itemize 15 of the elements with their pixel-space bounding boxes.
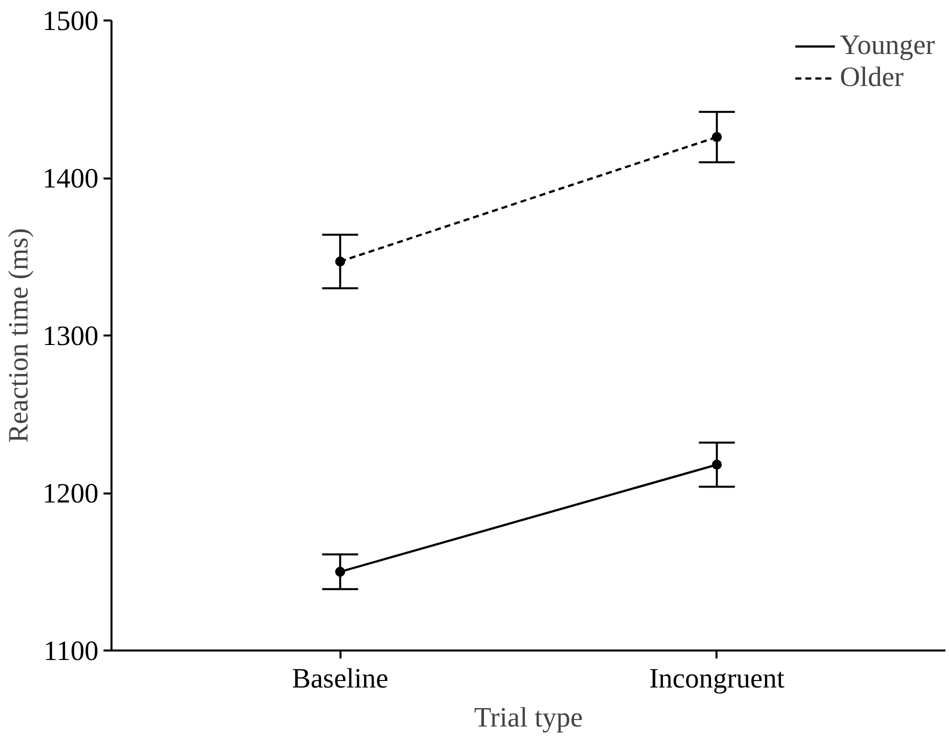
y-tick-label: 1100 (44, 636, 99, 667)
y-tick-label: 1200 (42, 478, 98, 510)
y-tick-label: 1300 (42, 321, 98, 352)
x-tick-label: Baseline (292, 664, 388, 694)
legend-label: Older (840, 62, 904, 94)
legend-label: Younger (840, 30, 935, 62)
point (335, 256, 346, 266)
x-axis-title: Trial type (474, 702, 583, 734)
point (335, 566, 346, 577)
y-tick-label: 1400 (42, 164, 98, 194)
y-tick-label: 1500 (42, 6, 98, 37)
x-tick-label: Incongruent (649, 664, 785, 694)
point (712, 132, 722, 142)
y-axis-title: Reaction time (ms) (4, 228, 34, 443)
point (712, 460, 722, 470)
